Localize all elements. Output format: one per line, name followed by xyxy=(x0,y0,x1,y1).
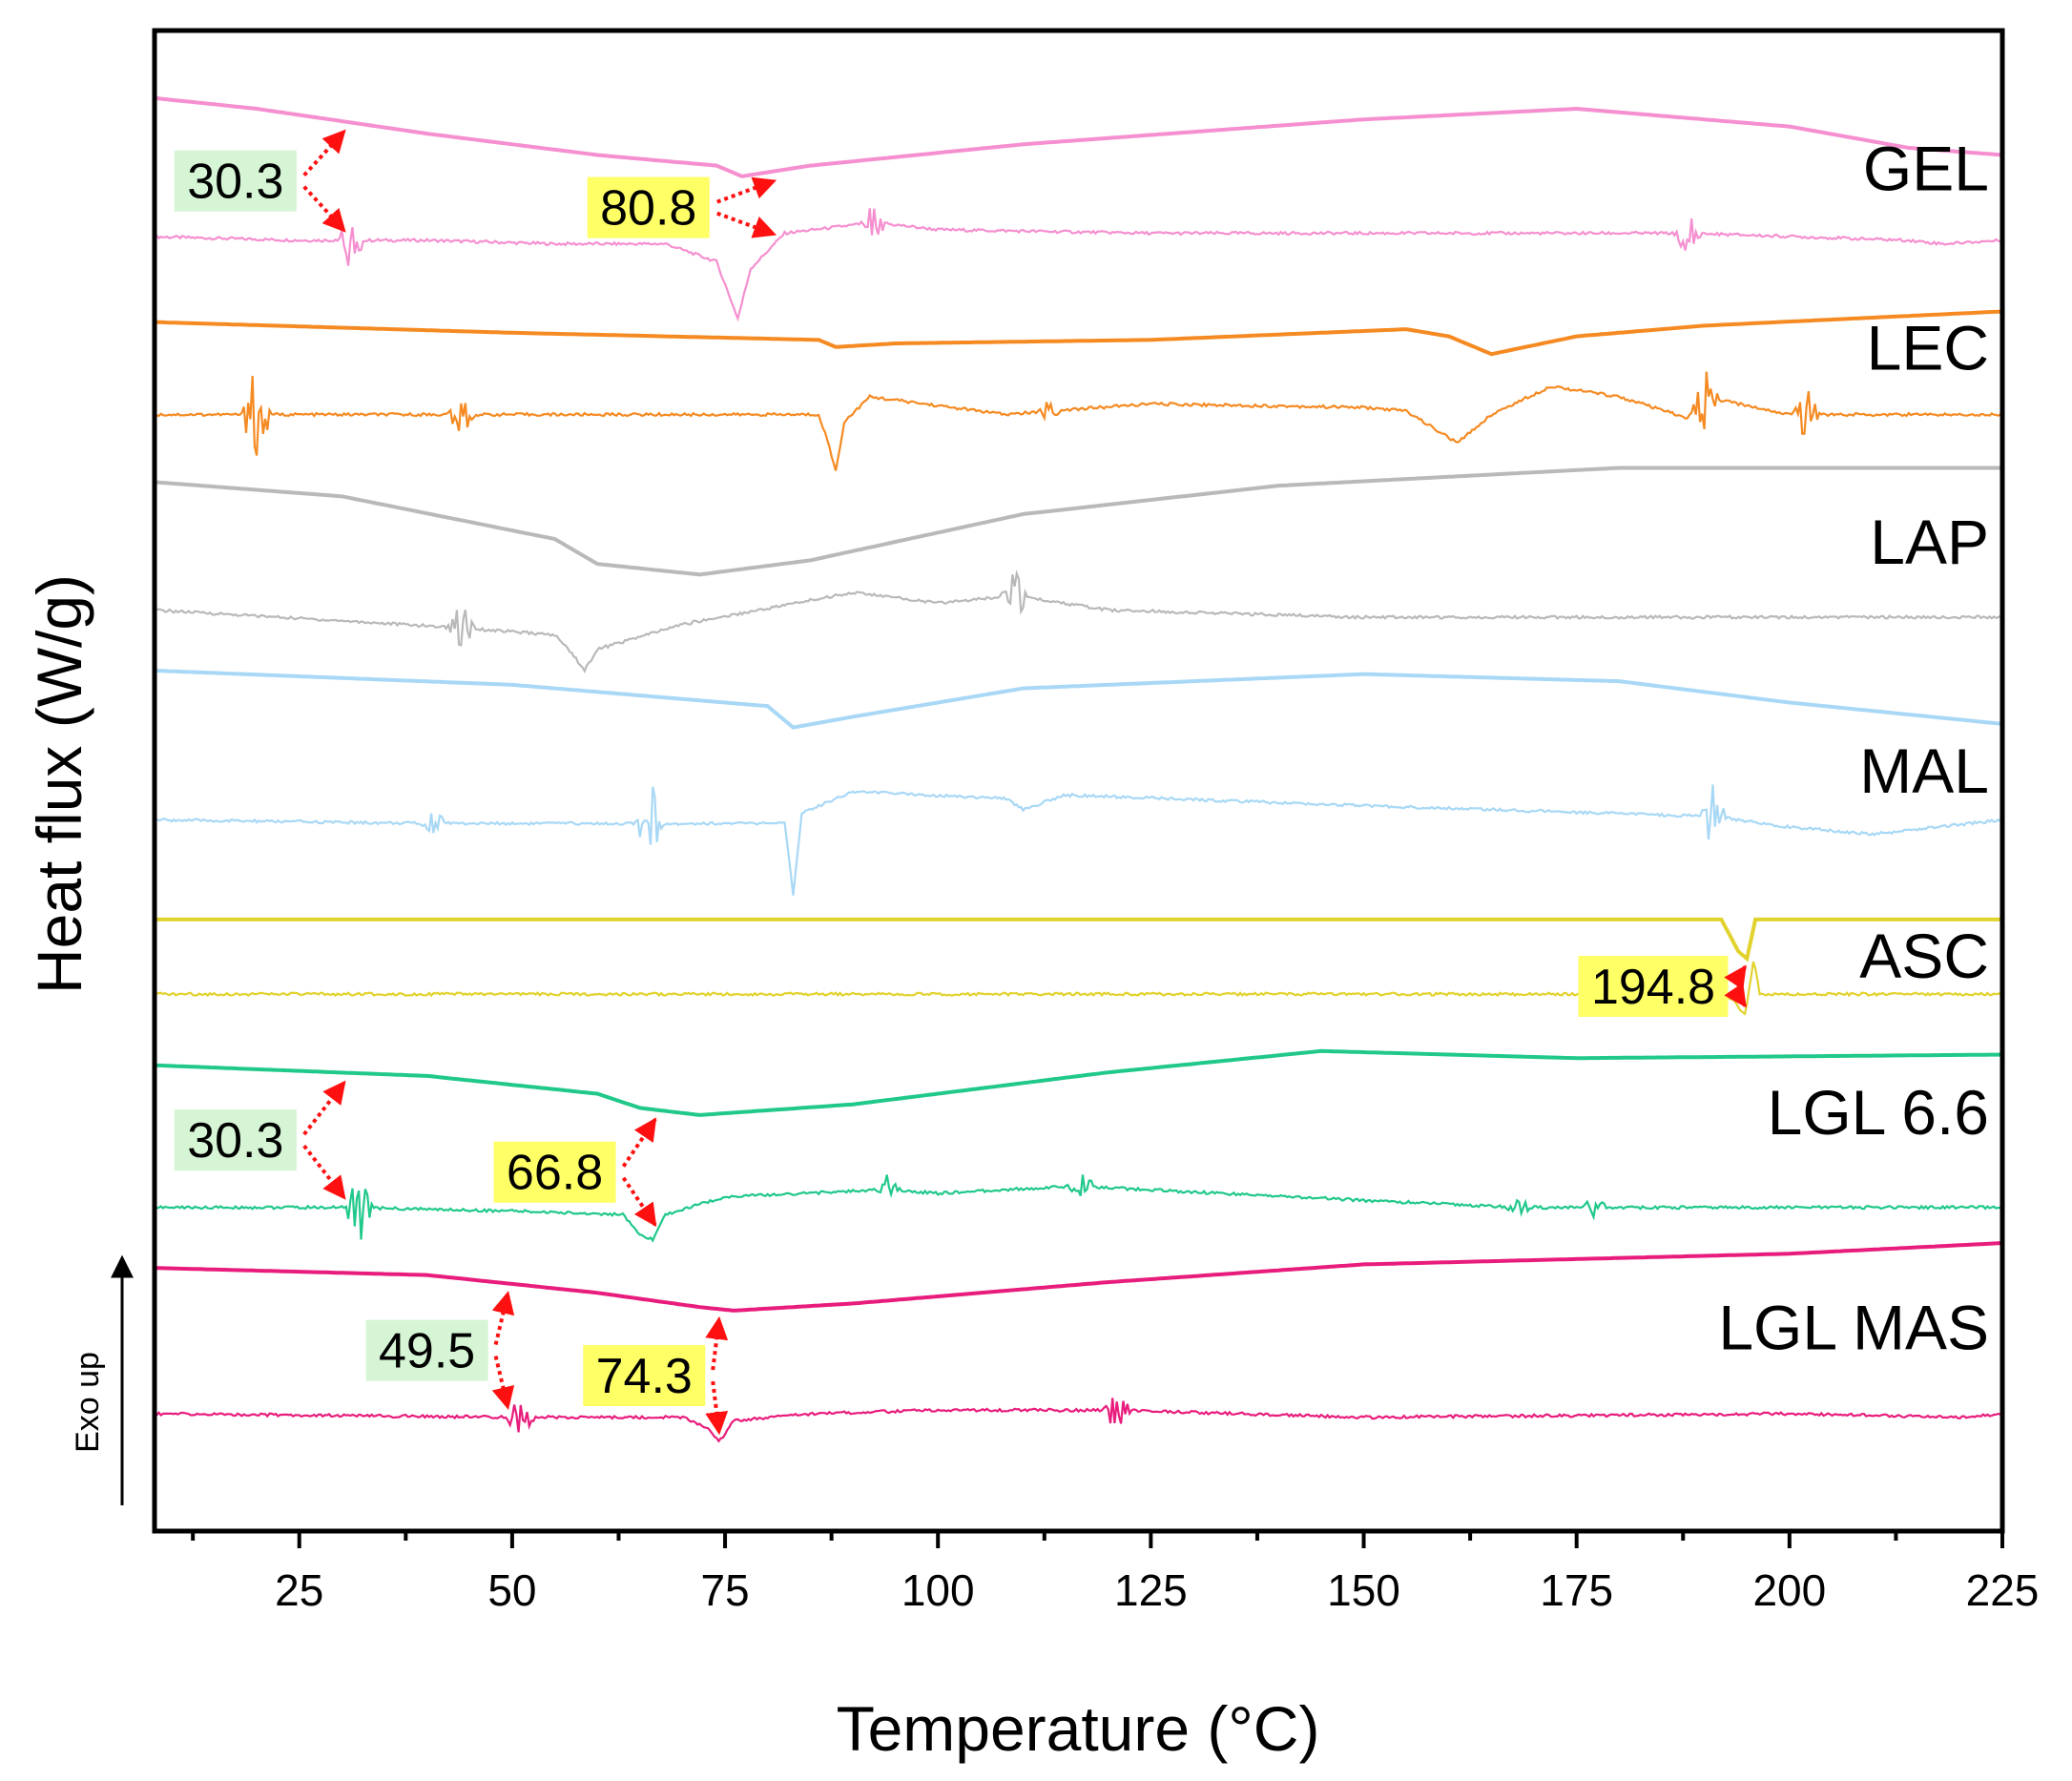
temperature-annotation: 66.8 xyxy=(493,1117,657,1228)
derivative-curve xyxy=(155,570,2001,674)
x-axis-title: Temperature (°C) xyxy=(837,1693,1320,1764)
y-axis-title: Heat flux (W/g) xyxy=(24,574,94,994)
annotation-arrow-up xyxy=(302,129,346,177)
annotation-value: 194.8 xyxy=(1591,960,1715,1015)
annotation-arrow-down xyxy=(491,1356,515,1411)
annotation-arrow-up xyxy=(1724,964,1748,990)
series-mal xyxy=(155,668,2001,896)
annotation-value: 30.3 xyxy=(187,1113,283,1169)
annotation-layer: 30.3 80.8 194.8 30.3 66.8 49.5 74.3 xyxy=(174,129,1748,1436)
plot-frame xyxy=(152,28,2005,1534)
exo-up-label: Exo up xyxy=(70,1352,106,1453)
series-label-layer: GEL LEC LAP MAL ASC LGL 6.6 LGL MAS xyxy=(1718,133,1989,1362)
annotation-box xyxy=(587,176,710,238)
temperature-annotation: 49.5 xyxy=(365,1291,515,1411)
derivative-curve xyxy=(155,1398,2001,1443)
annotation-value: 49.5 xyxy=(379,1324,475,1379)
x-tick-label: 175 xyxy=(1540,1565,1613,1615)
annotation-box xyxy=(174,150,297,212)
heating-curve xyxy=(155,466,2001,577)
x-tick-label: 50 xyxy=(487,1565,536,1615)
series-label: ASC xyxy=(1859,921,1989,991)
annotation-arrow-down xyxy=(705,1380,729,1436)
series-label: LAP xyxy=(1870,507,1989,577)
annotation-arrow-up xyxy=(621,1117,657,1168)
annotation-arrow-down xyxy=(302,185,346,233)
temperature-annotation: 194.8 xyxy=(1578,955,1748,1017)
series-lgl-6.6 xyxy=(155,1048,2001,1243)
series-lap xyxy=(155,466,2001,674)
annotation-value: 30.3 xyxy=(187,155,283,210)
annotation-arrow-up xyxy=(491,1291,515,1346)
x-tick-label: 125 xyxy=(1114,1565,1188,1615)
heating-curve xyxy=(155,668,2001,730)
x-tick-label: 200 xyxy=(1752,1565,1826,1615)
series-label: LGL 6.6 xyxy=(1768,1077,1989,1148)
x-tick-label: 225 xyxy=(1966,1565,2040,1615)
annotation-value: 74.3 xyxy=(596,1349,693,1404)
heating-curve xyxy=(155,1048,2001,1117)
series-gel xyxy=(155,95,2001,322)
series-layer xyxy=(155,95,2001,1443)
annotation-arrow-down xyxy=(1724,982,1748,1008)
series-label: LGL MAS xyxy=(1718,1293,1989,1363)
temperature-annotation: 74.3 xyxy=(583,1315,729,1436)
x-tick-label: 100 xyxy=(901,1565,975,1615)
derivative-curve xyxy=(155,208,2001,322)
annotation-arrow-up xyxy=(716,176,777,204)
heating-curve xyxy=(155,309,2001,357)
annotation-box xyxy=(365,1319,488,1381)
annotation-value: 80.8 xyxy=(600,181,696,237)
x-tick-label: 75 xyxy=(700,1565,749,1615)
x-tick-label: 150 xyxy=(1327,1565,1400,1615)
annotation-arrow-down xyxy=(302,1144,346,1200)
series-label: LEC xyxy=(1867,313,1989,383)
heating-curve xyxy=(155,917,2001,963)
annotation-value: 66.8 xyxy=(507,1146,603,1201)
annotation-box xyxy=(583,1345,706,1407)
series-label: GEL xyxy=(1863,133,1989,203)
temperature-annotation: 80.8 xyxy=(587,176,777,238)
derivative-curve xyxy=(155,1174,2001,1243)
series-lgl-mas xyxy=(155,1241,2001,1443)
x-axis: 25 50 75 100 125 150 175 200 225 xyxy=(191,1531,2040,1615)
series-label: MAL xyxy=(1859,735,1989,806)
temperature-annotation: 30.3 xyxy=(174,1080,346,1200)
x-tick-label: 25 xyxy=(275,1565,323,1615)
heating-curve xyxy=(155,1241,2001,1313)
annotation-arrow-down xyxy=(716,211,777,238)
annotation-box xyxy=(174,1109,297,1171)
heating-curve xyxy=(155,95,2001,178)
annotation-box xyxy=(1578,955,1729,1017)
annotation-box xyxy=(493,1141,616,1203)
annotation-arrow-down xyxy=(621,1176,657,1228)
temperature-annotation: 30.3 xyxy=(174,129,346,233)
derivative-curve xyxy=(155,371,2001,471)
derivative-curve xyxy=(155,784,2001,896)
annotation-arrow-up xyxy=(705,1315,729,1371)
annotation-arrow-up xyxy=(302,1080,346,1136)
series-lec xyxy=(155,309,2001,471)
